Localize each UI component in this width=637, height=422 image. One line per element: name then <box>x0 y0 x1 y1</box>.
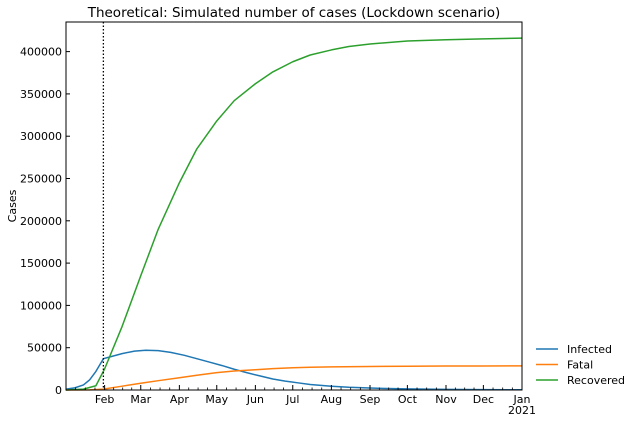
x-tick-label: May <box>205 393 228 406</box>
x-tick-label: Aug <box>321 393 342 406</box>
legend-label-infected: Infected <box>567 343 612 356</box>
x-tick-label: Jul <box>285 393 299 406</box>
x-tick-label: Jan <box>513 393 531 406</box>
y-axis-label: Cases <box>6 189 19 222</box>
y-tick-label: 100000 <box>20 299 62 312</box>
y-axis: 0 50000 100000 150000 200000 250000 300000 3500… <box>20 46 70 397</box>
legend-label-recovered: Recovered <box>567 374 625 387</box>
series-line-fatal <box>65 365 523 391</box>
y-tick-label: 50000 <box>27 342 62 355</box>
y-tick-label: 300000 <box>20 130 62 143</box>
chart-title: Theoretical: Simulated number of cases (… <box>87 5 501 21</box>
y-tick-label: 350000 <box>20 88 62 101</box>
series-lines <box>65 37 523 391</box>
y-tick-label: 400000 <box>20 46 62 59</box>
x-tick-label: Mar <box>130 393 151 406</box>
legend-label-fatal: Fatal <box>567 359 593 372</box>
series-line-recovered <box>65 37 523 391</box>
x-tick-label: Jun <box>246 393 264 406</box>
x-tick-label: Nov <box>435 393 457 406</box>
x-tick-label: Dec <box>473 393 494 406</box>
x-tick-label: Apr <box>170 393 190 406</box>
x-tick-sublabel: 2021 <box>508 404 536 417</box>
plot-frame <box>65 21 523 391</box>
legend: Infected Fatal Recovered <box>536 343 625 387</box>
y-tick-label: 0 <box>55 384 62 397</box>
y-tick-label: 250000 <box>20 173 62 186</box>
y-tick-label: 150000 <box>20 257 62 270</box>
y-tick-label: 200000 <box>20 215 62 228</box>
x-tick-label: Feb <box>95 393 114 406</box>
x-tick-label: Oct <box>398 393 418 406</box>
x-tick-label: Sep <box>360 393 381 406</box>
